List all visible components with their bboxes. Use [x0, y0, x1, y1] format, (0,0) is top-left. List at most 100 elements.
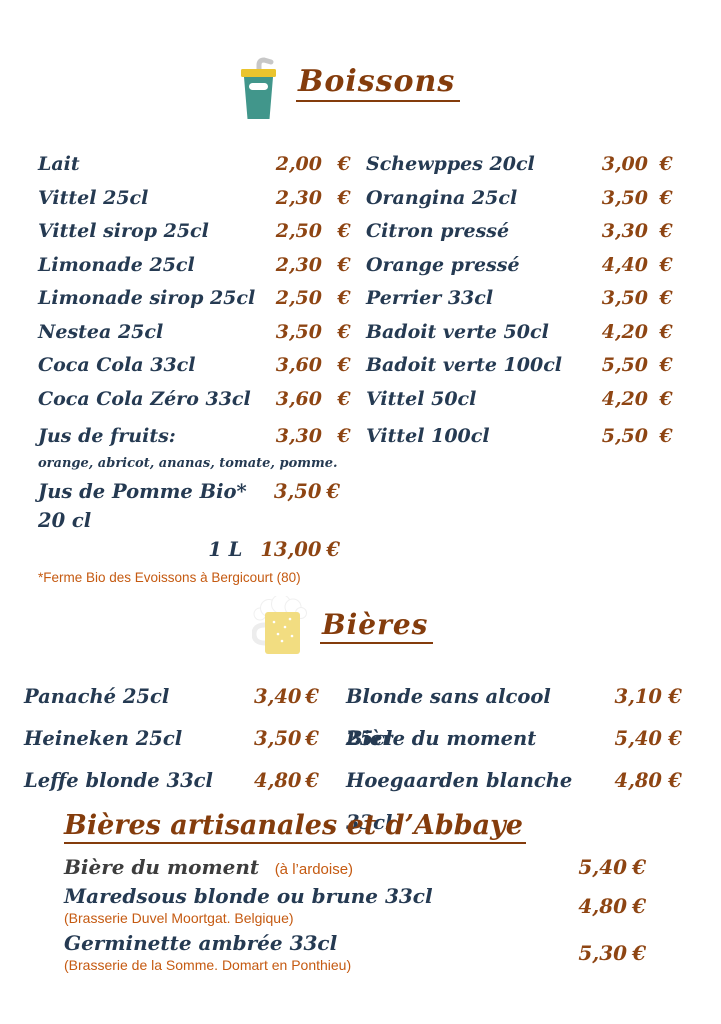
item-name: Orangina 25cl — [366, 186, 518, 209]
item-name: 1 L — [208, 538, 243, 561]
item-name: Maredsous blonde ou brune 33cl — [64, 884, 433, 908]
item-name: Limonade sirop 25cl — [38, 287, 256, 309]
euro-sign: € — [659, 186, 673, 209]
euro-sign: € — [337, 253, 351, 276]
artisanal-beers-section: Bières artisanales et d’Abbaye Bière du … — [64, 810, 646, 976]
bio-farm-footnote: *Ferme Bio des Evoissons à Bergicourt (8… — [38, 570, 301, 585]
item-price: 5,40 — [614, 727, 663, 750]
item-price: 3,30 — [275, 425, 322, 447]
euro-sign: € — [632, 893, 646, 918]
item-name: Bière du moment — [64, 854, 260, 879]
euro-sign: € — [668, 727, 682, 750]
item-name-group: Maredsous blonde ou brune 33cl (Brasseri… — [64, 882, 554, 929]
item-price: 3,50 — [601, 287, 648, 309]
item-name: Jus de Pomme Bio* 20 cl — [38, 480, 247, 532]
euro-sign: € — [337, 220, 351, 242]
item-name: Citron pressé — [366, 220, 510, 242]
item-price: 4,80 € — [578, 893, 646, 918]
menu-row: Germinette ambrée 33cl (Brasserie de la … — [64, 929, 646, 976]
item-price: 4,80 — [614, 769, 663, 792]
item-price: 5,30 € — [578, 940, 646, 965]
item-price: 4,80 — [254, 769, 302, 792]
item-name: Badoit verte 100cl — [366, 354, 563, 376]
item-price: 2,50 — [275, 220, 322, 242]
menu-row: Nestea 25cl 3,50 € Badoit verte 50cl 4,2… — [0, 316, 721, 350]
euro-sign: € — [305, 727, 319, 750]
beer-mug-icon — [251, 594, 308, 664]
item-detail: (à l’ardoise) — [274, 860, 354, 878]
euro-sign: € — [337, 153, 351, 175]
beers-list: Panaché 25cl 3,40 € Blonde sans alcool 2… — [0, 676, 721, 834]
item-name: Germinette ambrée 33cl — [64, 931, 338, 955]
item-name: Hoegaarden blanche 33cl — [346, 769, 573, 834]
item-name-group: Bière du moment (à l’ardoise) — [64, 855, 554, 879]
euro-sign: € — [337, 425, 351, 447]
drink-cup-icon — [234, 56, 282, 124]
euro-sign: € — [659, 220, 673, 242]
artisanal-title: Bières artisanales et d’Abbaye — [64, 810, 526, 844]
menu-row: Vittel sirop 25cl 2,50 € Citron pressé 3… — [0, 215, 721, 249]
euro-sign: € — [337, 387, 351, 410]
menu-row: Bière du moment (à l’ardoise) 5,40 € — [64, 851, 646, 882]
menu-row: Coca Cola Zéro 33cl 3,60 € Vittel 50cl 4… — [0, 383, 721, 417]
euro-sign: € — [659, 253, 673, 276]
item-name: Schewppes 20cl — [366, 153, 535, 175]
item-name: Coca Cola Zéro 33cl — [38, 387, 251, 410]
menu-row: Limonade 25cl 2,30 € Orange pressé 4,40 … — [0, 249, 721, 283]
juice-varieties-note: orange, abricot, ananas, tomate, pomme. — [38, 455, 338, 471]
item-name: Heineken 25cl — [24, 727, 183, 750]
bieres-title: Bières — [320, 608, 434, 644]
menu-row: Vittel 25cl 2,30 € Orangina 25cl 3,50 € — [0, 182, 721, 216]
item-name: Nestea 25cl — [38, 320, 164, 343]
boissons-header: Boissons — [234, 56, 461, 124]
item-price: 4,20 — [601, 320, 648, 343]
drinks-list: Lait 2,00 € Schewppes 20cl 3,00 € Vittel… — [0, 148, 721, 473]
item-name: Perrier 33cl — [366, 287, 494, 309]
item-price: 3,60 — [275, 354, 322, 376]
item-name: Vittel sirop 25cl — [38, 220, 209, 242]
item-price: 5,50 — [601, 425, 648, 447]
item-price: 3,50 — [254, 727, 302, 750]
item-name: Badoit verte 50cl — [366, 320, 549, 343]
euro-sign: € — [305, 685, 319, 708]
item-price: 5,50 — [601, 354, 648, 376]
item-price: 5,40 € — [578, 854, 646, 879]
item-detail: (Brasserie Duvel Moortgat. Belgique) — [64, 910, 294, 926]
item-price: 3,50 € — [273, 480, 340, 503]
item-price: 13,00 € — [260, 538, 340, 561]
euro-sign: € — [659, 354, 673, 376]
bio-juice-line-20cl: Jus de Pomme Bio* 20 cl 3,50 € — [38, 477, 340, 535]
item-name: Jus de fruits: — [38, 425, 176, 447]
menu-row: Leffe blonde 33cl 4,80 € Hoegaarden blan… — [0, 760, 721, 834]
euro-sign: € — [659, 425, 673, 447]
menu-row: Lait 2,00 € Schewppes 20cl 3,00 € — [0, 148, 721, 182]
euro-sign: € — [668, 685, 682, 708]
item-price: 4,40 — [601, 253, 648, 276]
item-detail: (Brasserie de la Somme. Domart en Ponthi… — [64, 957, 352, 973]
item-name: Lait — [38, 153, 80, 175]
item-price: 3,10 — [614, 685, 663, 708]
item-price: 2,00 — [275, 153, 322, 175]
euro-sign: € — [326, 480, 340, 503]
item-name: Bière du moment — [346, 727, 537, 750]
menu-row: Maredsous blonde ou brune 33cl (Brasseri… — [64, 882, 646, 929]
boissons-title: Boissons — [296, 64, 461, 102]
item-price: 3,50 — [601, 186, 648, 209]
euro-sign: € — [659, 287, 673, 309]
euro-sign: € — [326, 538, 340, 561]
euro-sign: € — [305, 769, 319, 792]
euro-sign: € — [337, 354, 351, 376]
euro-sign: € — [337, 186, 351, 209]
item-price: 2,30 — [275, 253, 322, 276]
menu-row: Heineken 25cl 3,50 € Bière du moment 5,4… — [0, 718, 721, 760]
euro-sign: € — [632, 854, 646, 879]
euro-sign: € — [632, 940, 646, 965]
item-price: 2,50 — [275, 287, 322, 309]
menu-row: Jus de fruits: 3,30 € Vittel 100cl 5,50 … — [0, 420, 721, 454]
menu-row: Coca Cola 33cl 3,60 € Badoit verte 100cl… — [0, 349, 721, 383]
item-price: 3,40 — [254, 685, 302, 708]
item-name: Orange pressé — [366, 253, 520, 276]
euro-sign: € — [659, 387, 673, 410]
euro-sign: € — [668, 769, 682, 792]
